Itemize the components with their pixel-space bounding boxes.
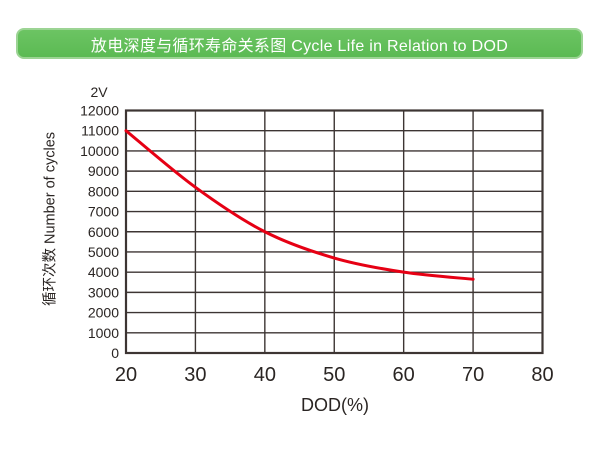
y-tick-label-12000: 12000: [80, 103, 119, 119]
chart-title-bar: 放电深度与循环寿命关系图 Cycle Life in Relation to D…: [16, 28, 583, 59]
x-tick-label-30: 30: [184, 364, 206, 386]
y-tick-label-5000: 5000: [88, 244, 119, 260]
y-tick-label-7000: 7000: [88, 204, 119, 220]
x-tick-label-80: 80: [531, 364, 553, 386]
x-axis-title: DOD(%): [301, 395, 369, 415]
y-tick-label-3000: 3000: [88, 284, 119, 300]
x-tick-label-40: 40: [254, 364, 276, 386]
y-tick-label-2000: 2000: [88, 305, 119, 321]
cycle-life-curve: [124, 129, 475, 281]
y-axis-title: 循环次数 Number of cycles: [42, 131, 59, 307]
y-tick-label-1000: 1000: [88, 325, 119, 341]
chart-title: 放电深度与循环寿命关系图 Cycle Life in Relation to D…: [90, 37, 509, 55]
y-tick-label-0: 0: [111, 345, 119, 361]
y-tick-label-10000: 10000: [80, 143, 119, 159]
y-tick-label-4000: 4000: [88, 264, 119, 280]
x-tick-label-50: 50: [323, 364, 345, 386]
x-tick-label-20: 20: [115, 364, 137, 386]
y-tick-label-8000: 8000: [88, 183, 119, 199]
y-tick-label-9000: 9000: [88, 163, 119, 179]
x-tick-label-60: 60: [393, 364, 415, 386]
series-label-2v: 2V: [90, 84, 108, 100]
y-tick-label-11000: 11000: [81, 123, 119, 139]
plot-border: [124, 109, 544, 355]
x-tick-label-70: 70: [462, 364, 484, 386]
y-tick-label-6000: 6000: [88, 224, 119, 240]
